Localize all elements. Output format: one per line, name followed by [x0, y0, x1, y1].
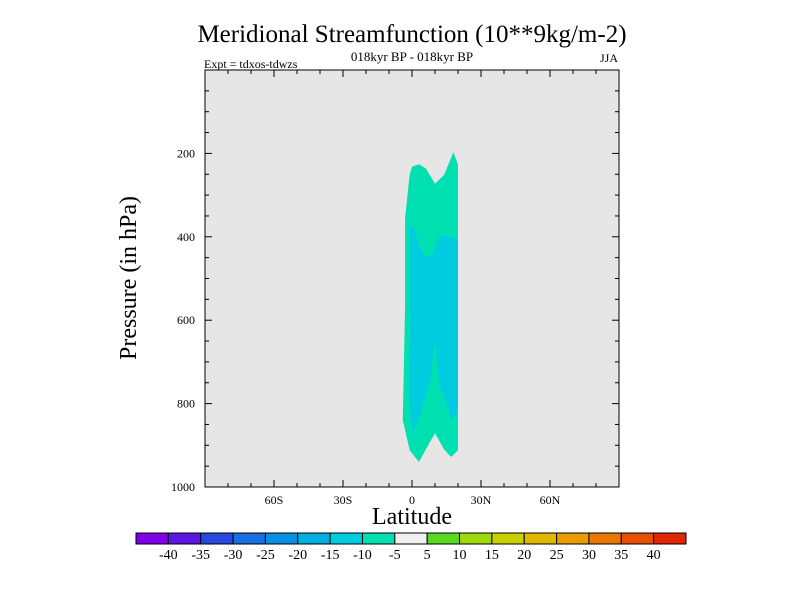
x-tick-label: 60S [265, 493, 284, 507]
experiment-label: Expt = tdxos-tdwzs [204, 57, 298, 71]
x-tick-label: 0 [409, 493, 415, 507]
x-axis-ticks: 60S 30S 0 30N 60N [204, 70, 620, 507]
colorbar-label: -40 [159, 548, 178, 563]
colorbar-swatch [200, 532, 234, 545]
colorbar-swatch [167, 532, 202, 545]
colorbar-swatch [620, 532, 655, 545]
colorbar-swatch [556, 532, 590, 545]
y-tick-label: 1000 [171, 480, 195, 494]
colorbar-swatch [135, 532, 169, 545]
colorbar-label: 40 [647, 548, 661, 563]
colorbar: -40 -35 -30 -25 -20 -15 -10 -5 5 10 15 20 25 30 35 40 [135, 532, 687, 563]
season-label: JJA [600, 51, 618, 65]
colorbar-swatch [264, 532, 299, 545]
colorbar-label: -35 [191, 548, 210, 563]
x-tick-label: 60N [540, 493, 561, 507]
colorbar-label: 20 [517, 548, 531, 563]
colorbar-label: 5 [424, 548, 431, 563]
colorbar-swatch [232, 532, 266, 545]
y-tick-label: 400 [177, 230, 195, 244]
colorbar-label: 10 [453, 548, 467, 563]
y-tick-label: 200 [177, 146, 195, 160]
colorbar-swatch [653, 532, 687, 545]
y-axis-label: Pressure (in hPa) [116, 196, 142, 360]
contour-region-2 [409, 225, 458, 434]
y-axis-ticks: 200 400 600 800 1000 [171, 69, 619, 494]
colorbar-label: -10 [353, 548, 372, 563]
colorbar-swatch [459, 532, 493, 545]
y-tick-label: 800 [177, 397, 195, 411]
colorbar-swatch [361, 532, 396, 545]
colorbar-label: -30 [224, 548, 243, 563]
colorbar-swatch [394, 532, 428, 545]
chart-subtitle: 018kyr BP - 018kyr BP [351, 49, 473, 64]
colorbar-swatch [426, 532, 461, 545]
colorbar-label: 25 [550, 548, 564, 563]
colorbar-label: -5 [389, 548, 401, 563]
colorbar-swatch [329, 532, 363, 545]
colorbar-swatch [588, 532, 622, 545]
colorbar-label: 35 [614, 548, 628, 563]
colorbar-swatch [491, 532, 525, 545]
colorbar-label: 30 [582, 548, 596, 563]
x-tick-label: 30S [334, 493, 353, 507]
colorbar-label: -20 [288, 548, 307, 563]
chart-title: Meridional Streamfunction (10**9kg/m-2) [197, 21, 626, 48]
contour-regions [402, 152, 458, 462]
colorbar-label: 15 [485, 548, 499, 563]
colorbar-swatch [523, 532, 558, 545]
x-tick-label: 30N [471, 493, 492, 507]
colorbar-label: -25 [256, 548, 275, 563]
colorbar-swatch [297, 532, 331, 545]
x-axis-label: Latitude [372, 504, 452, 530]
colorbar-label: -15 [321, 548, 340, 563]
y-tick-label: 600 [177, 313, 195, 327]
